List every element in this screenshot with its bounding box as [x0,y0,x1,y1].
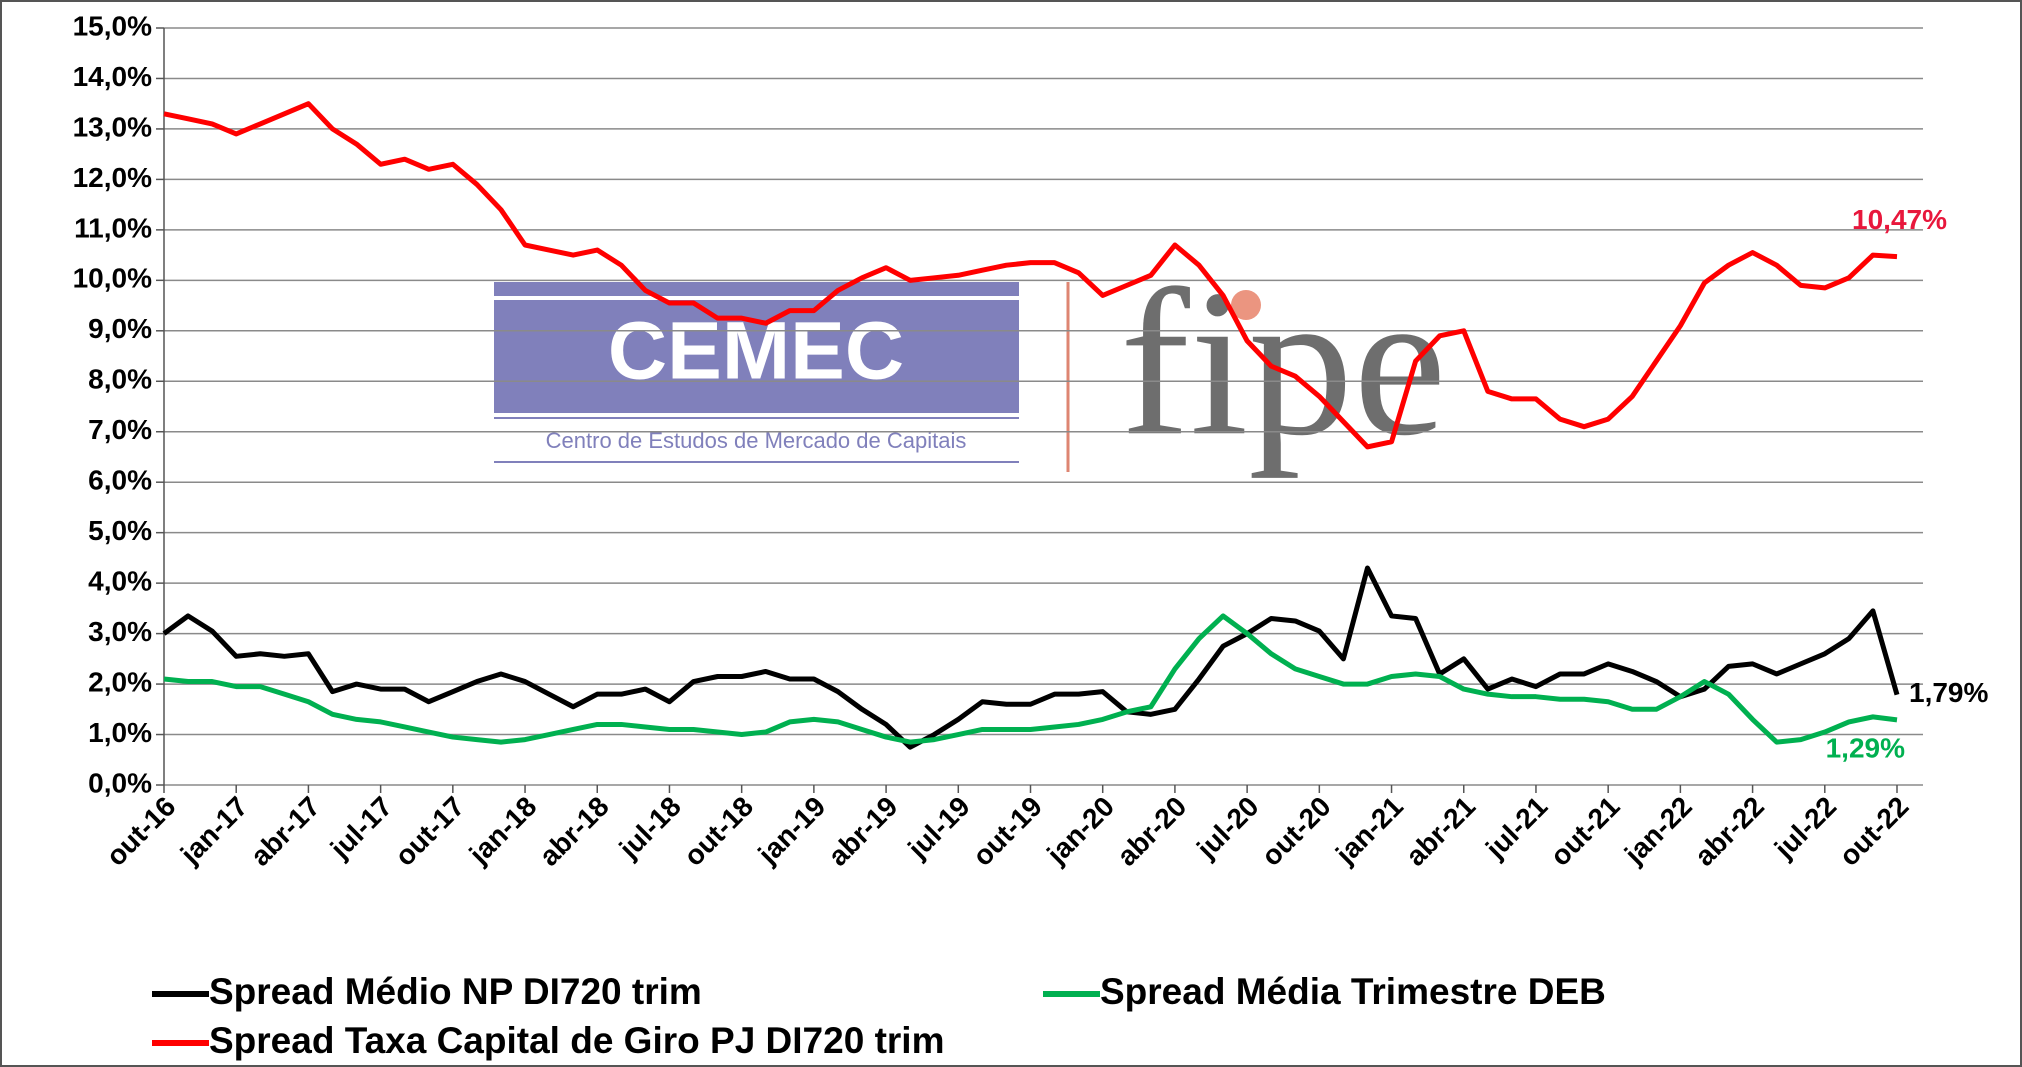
y-tick-label: 9,0% [88,313,152,344]
y-tick-label: 6,0% [88,465,152,496]
logo-band [494,282,1019,296]
y-tick-label: 8,0% [88,364,152,395]
y-tick-label: 11,0% [74,212,152,243]
logo-dot [1231,290,1261,320]
y-tick-label: 0,0% [88,767,152,798]
data-label: 1,29% [1826,732,1905,763]
y-tick-label: 3,0% [88,616,152,647]
legend-label: Spread Taxa Capital de Giro PJ DI720 tri… [209,1020,944,1061]
legend-label: Spread Médio NP DI720 trim [209,971,702,1012]
y-tick-label: 15,0% [73,10,152,41]
y-tick-label: 1,0% [88,717,152,748]
y-tick-label: 5,0% [88,515,152,546]
y-tick-label: 7,0% [88,414,152,445]
data-label: 10,47% [1852,204,1947,235]
logo-text: fipe [1120,247,1446,479]
legend-label: Spread Média Trimestre DEB [1100,971,1606,1012]
series-line [163,613,1898,745]
y-tick-label: 13,0% [73,111,152,142]
series-line [162,565,1900,750]
y-tick-label: 2,0% [88,666,152,697]
y-tick-label: 12,0% [73,162,152,193]
y-tick-label: 4,0% [88,566,152,597]
data-label: 1,79% [1909,677,1988,708]
series-line [163,101,1898,450]
y-tick-label: 10,0% [73,263,152,294]
y-tick-label: 14,0% [73,61,152,92]
